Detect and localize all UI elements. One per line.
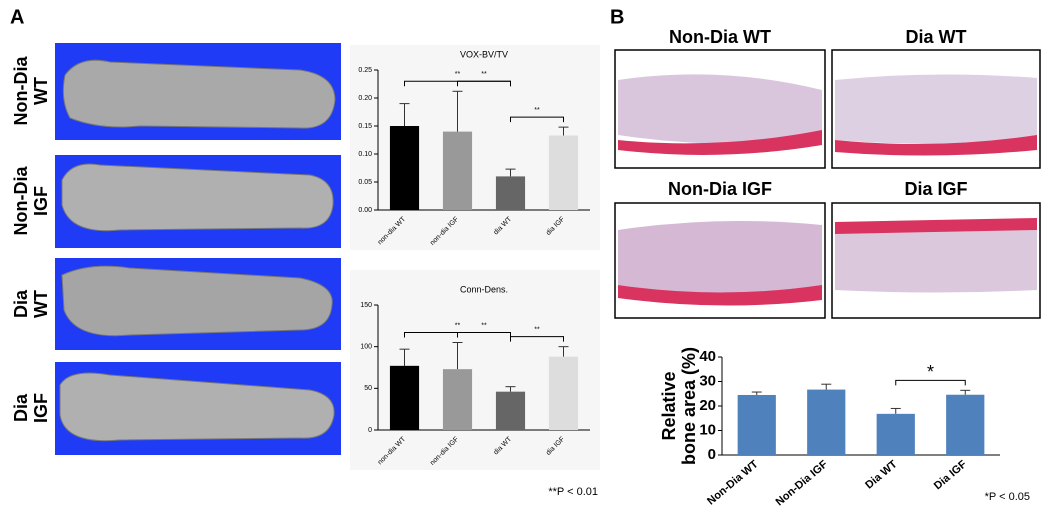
bar bbox=[442, 369, 473, 430]
y-tick-label: 20 bbox=[699, 397, 716, 414]
significance-label: ** bbox=[481, 322, 487, 329]
significance-label: * bbox=[927, 362, 934, 382]
x-tick-label: Non-Dia WT bbox=[705, 458, 761, 507]
bar bbox=[807, 389, 846, 455]
bar bbox=[389, 126, 420, 210]
significance-label: ** bbox=[455, 322, 461, 329]
panel-label: B bbox=[610, 6, 624, 28]
bar bbox=[737, 394, 776, 455]
y-tick-label: 0.00 bbox=[358, 207, 372, 214]
y-tick-label: 0.25 bbox=[358, 67, 372, 74]
bar bbox=[876, 413, 915, 455]
y-tick-label: 0 bbox=[708, 446, 716, 463]
bar bbox=[389, 365, 420, 430]
y-tick-label: 30 bbox=[699, 372, 716, 389]
image-label: IGF bbox=[31, 393, 51, 423]
image-label: Dia bbox=[11, 289, 31, 318]
y-tick-label: 150 bbox=[360, 302, 372, 309]
y-tick-label: 50 bbox=[364, 385, 372, 392]
significance-bracket bbox=[895, 379, 966, 386]
significance-label: ** bbox=[455, 71, 461, 78]
image-label: Non-Dia WT bbox=[669, 27, 771, 47]
y-tick-label: 40 bbox=[699, 348, 716, 365]
bar bbox=[548, 356, 579, 430]
footnote: **P < 0.01 bbox=[548, 486, 598, 498]
image-label: Dia IGF bbox=[904, 179, 967, 199]
y-tick-label: 10 bbox=[699, 421, 716, 438]
y-tick-label: 100 bbox=[360, 344, 372, 351]
x-tick-label: Non-Dia IGF bbox=[774, 458, 831, 508]
image-label: WT bbox=[31, 77, 51, 105]
image-label: WT bbox=[31, 290, 51, 318]
bar bbox=[495, 176, 526, 210]
image-label: Non-Dia IGF bbox=[668, 179, 772, 199]
image-label: Dia WT bbox=[906, 27, 967, 47]
y-axis-label: bone area (%) bbox=[679, 347, 699, 465]
footnote: *P < 0.05 bbox=[985, 491, 1030, 503]
histology-images bbox=[614, 49, 1041, 319]
y-tick-label: 0.05 bbox=[358, 179, 372, 186]
chart-title: VOX-BV/TV bbox=[460, 49, 508, 59]
significance-bracket bbox=[510, 116, 564, 123]
x-tick-label: Dia WT bbox=[863, 458, 899, 491]
bar bbox=[548, 135, 579, 210]
significance-bracket bbox=[457, 80, 511, 87]
chart-title: Conn-Dens. bbox=[460, 284, 508, 294]
y-tick-label: 0 bbox=[368, 427, 372, 434]
image-label: IGF bbox=[31, 186, 51, 216]
image-label: Non-Dia bbox=[11, 166, 31, 236]
bar bbox=[442, 131, 473, 210]
y-tick-label: 0.15 bbox=[358, 123, 372, 130]
significance-bracket bbox=[457, 332, 511, 338]
x-tick-label: Dia IGF bbox=[932, 458, 969, 492]
y-tick-label: 0.10 bbox=[358, 151, 372, 158]
bar bbox=[495, 391, 526, 430]
image-label: Dia bbox=[11, 393, 31, 422]
significance-label: ** bbox=[534, 107, 540, 114]
y-axis-label: Relative bbox=[659, 371, 679, 440]
significance-label: ** bbox=[534, 327, 540, 334]
image-label: Non-Dia bbox=[11, 56, 31, 126]
y-tick-label: 0.20 bbox=[358, 95, 372, 102]
bar bbox=[946, 394, 985, 455]
panel-label: A bbox=[10, 6, 24, 28]
micro-ct-images bbox=[55, 43, 341, 455]
significance-label: ** bbox=[481, 71, 487, 78]
significance-bracket bbox=[510, 336, 564, 342]
